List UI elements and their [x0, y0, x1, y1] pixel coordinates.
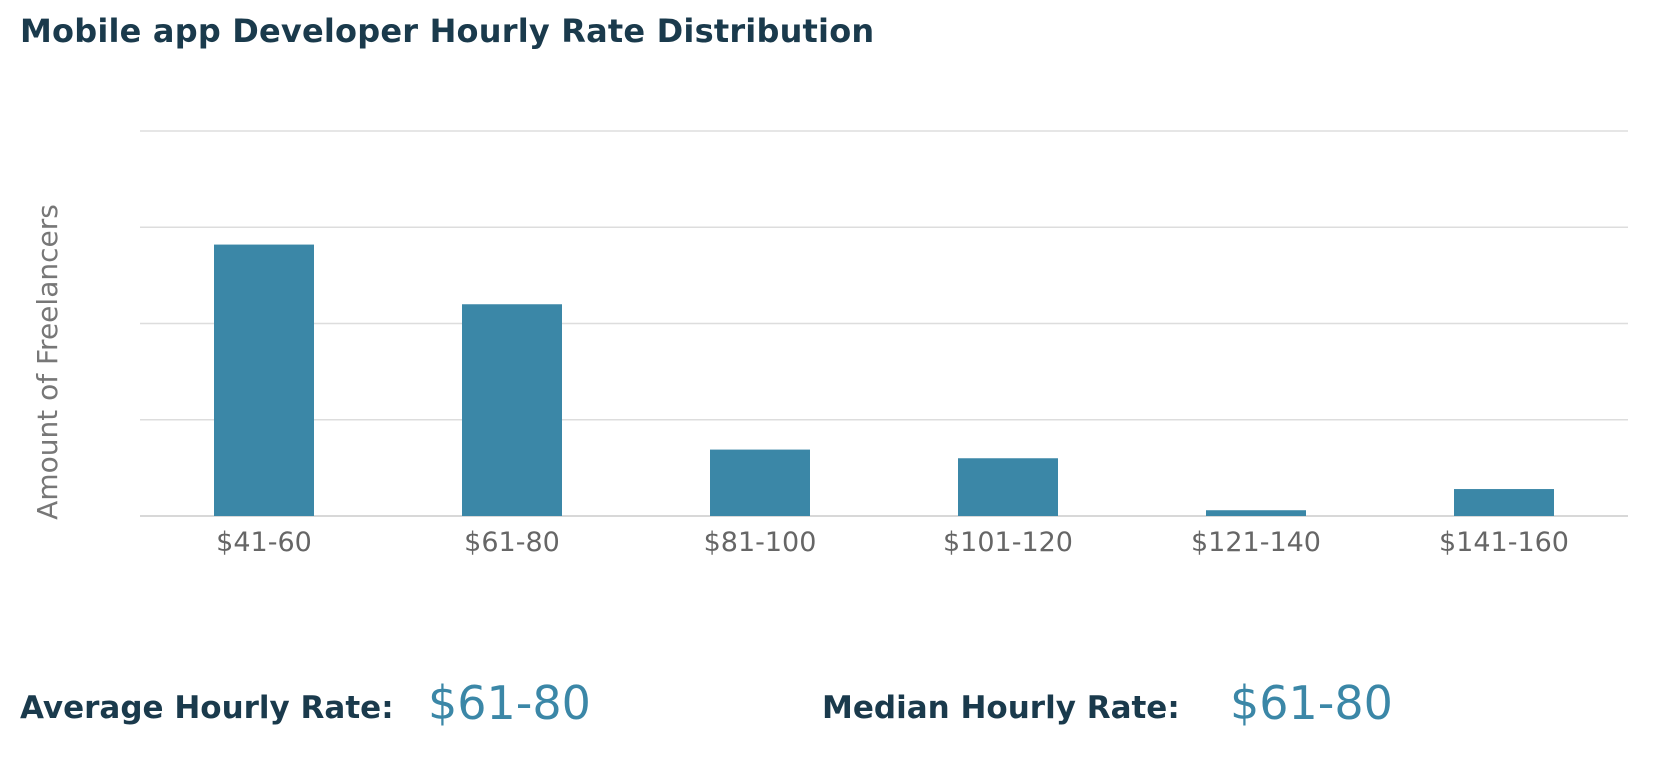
- grid-lines: [140, 130, 1628, 517]
- x-tick-labels: $41-60 $61-80 $81-100 $101-120 $121-140 $141-…: [216, 527, 1569, 558]
- average-rate-value: $61-80: [428, 676, 591, 730]
- bar[interactable]: [958, 458, 1058, 516]
- x-tick-label: $141-160: [1439, 527, 1569, 558]
- bar[interactable]: [1206, 510, 1306, 516]
- x-tick-label: $61-80: [464, 527, 560, 558]
- bar[interactable]: [710, 449, 810, 516]
- x-tick-label: $121-140: [1191, 527, 1321, 558]
- median-rate-value: $61-80: [1230, 676, 1393, 730]
- x-tick-label: $101-120: [943, 527, 1073, 558]
- bar-chart: $41-60 $61-80 $81-100 $101-120 $121-140 $141-…: [31, 130, 1628, 558]
- bar[interactable]: [462, 304, 562, 516]
- x-tick-label: $81-100: [704, 527, 817, 558]
- x-tick-label: $41-60: [216, 527, 312, 558]
- bar[interactable]: [1454, 489, 1554, 516]
- chart-title: Mobile app Developer Hourly Rate Distrib…: [20, 12, 875, 50]
- bar[interactable]: [214, 244, 314, 516]
- bars: [214, 244, 1554, 516]
- median-rate-label: Median Hourly Rate:: [822, 690, 1180, 726]
- average-rate-label: Average Hourly Rate:: [20, 690, 394, 726]
- y-axis-label: Amount of Freelancers: [31, 204, 64, 520]
